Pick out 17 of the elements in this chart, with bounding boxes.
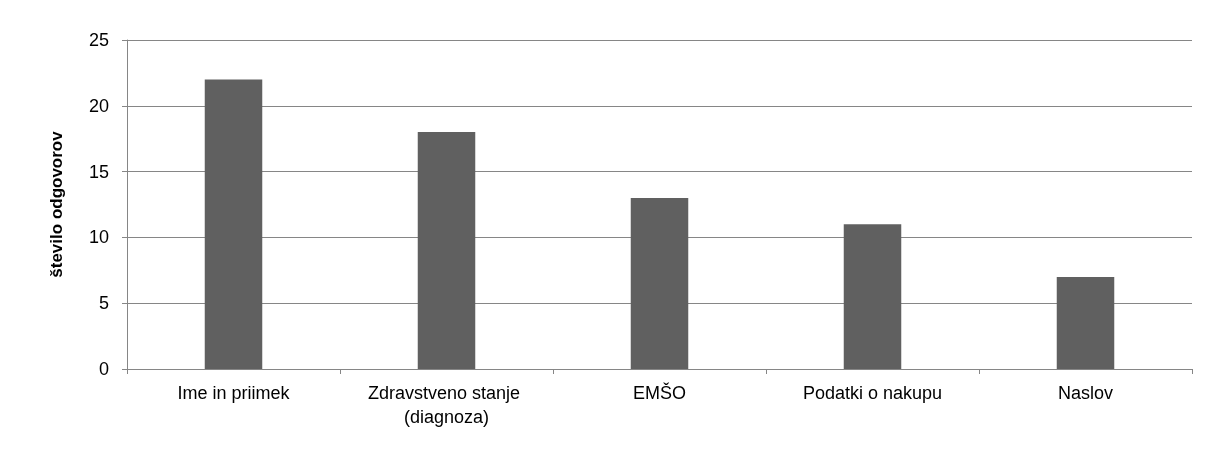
x-tick-label: Naslov xyxy=(1057,383,1114,403)
x-tick-label: Zdravstveno stanje (diagnoza) xyxy=(367,383,526,427)
y-tick-label: 0 xyxy=(98,359,109,379)
x-tick-label: EMŠO xyxy=(632,382,687,403)
y-tick-label: 5 xyxy=(98,293,109,314)
bar xyxy=(1056,276,1115,369)
bar xyxy=(204,79,263,369)
y-tick-label: 15 xyxy=(88,161,109,182)
y-tick-label: 20 xyxy=(88,95,109,116)
y-tick-label: 10 xyxy=(88,227,109,248)
bar xyxy=(630,197,689,369)
y-axis-title: število odgovorov xyxy=(47,130,66,278)
bar xyxy=(417,132,476,369)
x-tick-label: Ime in priimek xyxy=(177,383,291,403)
bar xyxy=(843,224,902,369)
y-tick-label: 25 xyxy=(88,30,109,50)
x-tick-label: Podatki o nakupu xyxy=(802,383,943,403)
